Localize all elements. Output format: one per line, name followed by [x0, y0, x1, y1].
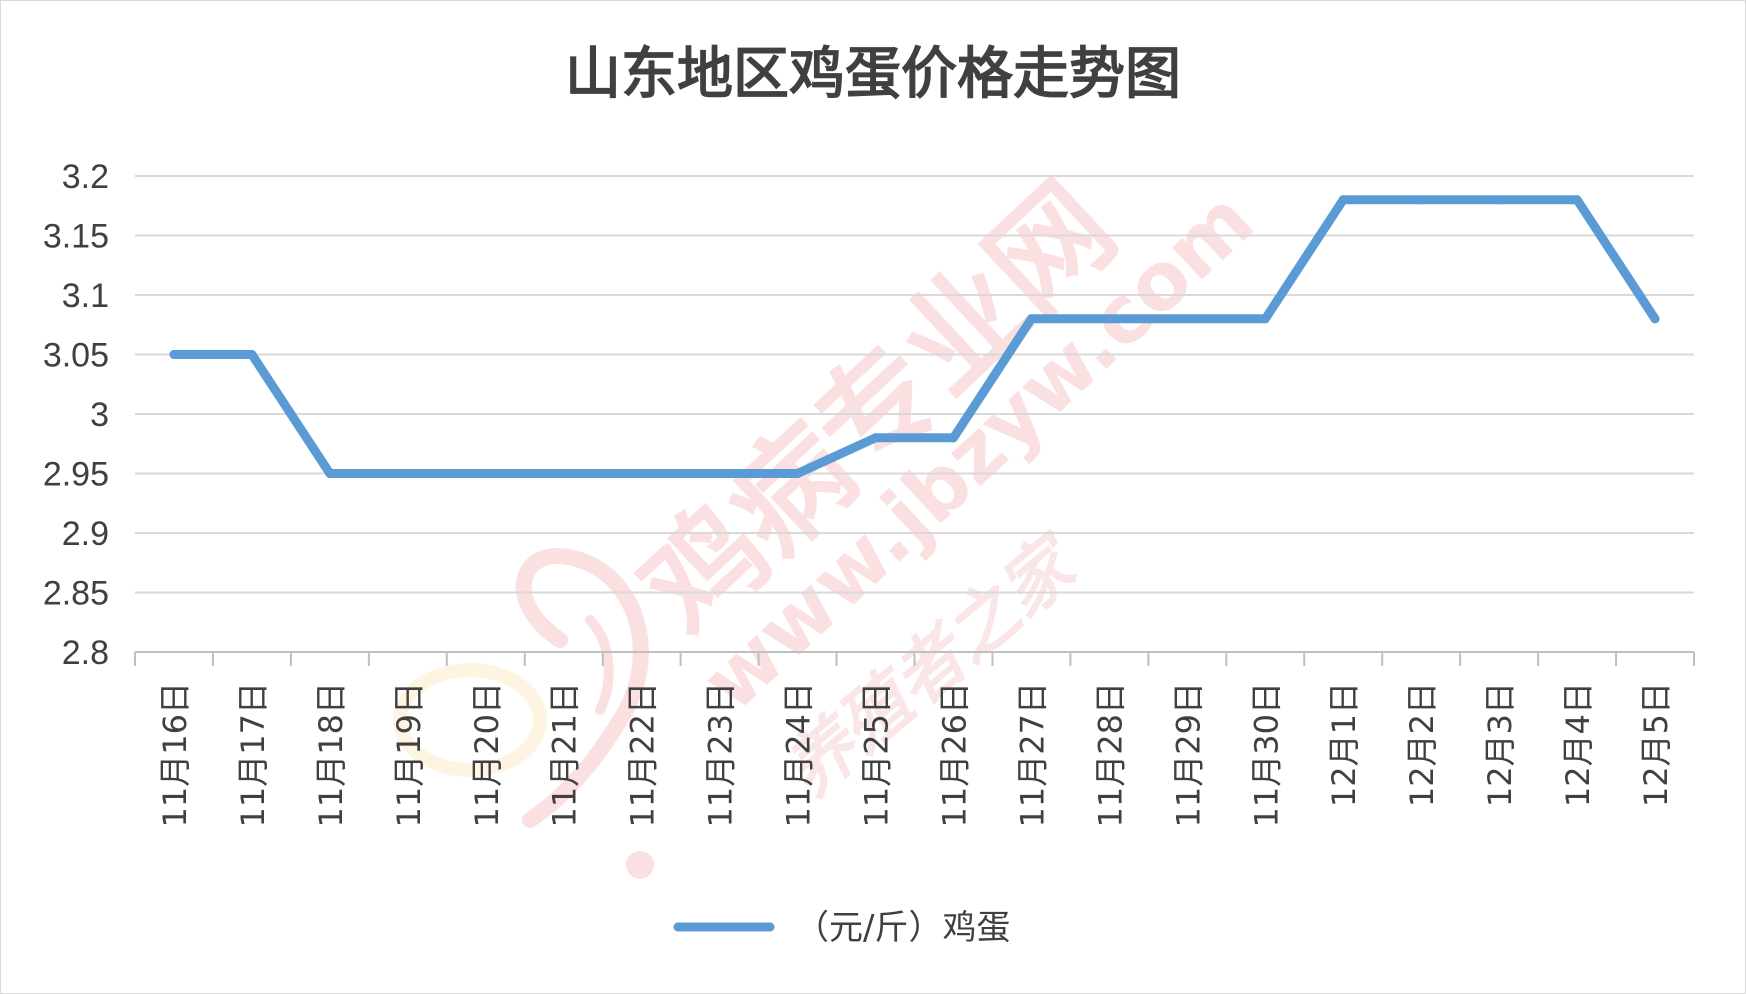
y-tick-label: 3: [90, 396, 109, 434]
data-point: [559, 469, 569, 478]
watermark: 鸡病专业网 www.jbzyw.com 养殖者之家: [393, 157, 1271, 879]
data-point: [1572, 195, 1582, 205]
y-tick-label: 3.2: [62, 158, 109, 196]
x-tick-label: 11月22日: [624, 682, 662, 827]
data-point: [1494, 195, 1504, 205]
x-tick-label: 12月2日: [1403, 682, 1441, 807]
legend: （元/斤）鸡蛋: [673, 908, 1010, 948]
data-point: [169, 350, 179, 359]
data-point: [1650, 314, 1660, 324]
data-point: [1260, 314, 1270, 324]
x-tick-label: 11月16日: [156, 682, 194, 827]
y-axis-ticks: 2.8 2.85 2.9 2.95 3 3.05 3.1 3.15 3.2: [43, 158, 109, 672]
gridlines: [135, 175, 1694, 594]
data-point: [948, 433, 958, 443]
x-tick-label: 11月24日: [780, 682, 818, 827]
y-tick-label: 2.8: [62, 634, 109, 672]
y-tick-label: 3.15: [43, 218, 109, 256]
data-point: [325, 469, 335, 478]
data-point: [637, 469, 647, 478]
x-tick-label: 11月26日: [935, 682, 973, 827]
x-tick-label: 12月4日: [1559, 682, 1597, 807]
y-tick-label: 2.9: [62, 515, 109, 553]
x-tick-label: 12月5日: [1637, 682, 1675, 807]
x-tick-label: 11月29日: [1169, 682, 1207, 827]
x-tick-label: 11月20日: [468, 682, 506, 827]
chart-title: 山东地区鸡蛋价格走势图: [565, 42, 1181, 107]
watermark-logo-icon: [393, 548, 654, 879]
x-tick-label: 11月23日: [702, 682, 740, 827]
x-tick-label: 11月25日: [858, 682, 896, 827]
data-point: [247, 350, 257, 359]
x-tick-label: 12月3日: [1481, 682, 1519, 807]
x-tick-label: 12月1日: [1325, 682, 1363, 807]
x-tick-label: 11月28日: [1091, 682, 1129, 827]
legend-label: （元/斤）鸡蛋: [795, 908, 1010, 948]
data-point: [1182, 314, 1192, 324]
data-point: [403, 469, 413, 478]
data-point: [1026, 314, 1036, 324]
y-tick-label: 2.95: [43, 456, 109, 494]
data-point: [793, 469, 803, 478]
x-tick-label: 11月18日: [312, 682, 350, 827]
series-line: [169, 195, 1660, 478]
y-tick-label: 2.85: [43, 575, 109, 613]
data-point: [715, 469, 725, 478]
data-point: [871, 433, 881, 443]
x-tick-label: 11月30日: [1247, 682, 1285, 827]
y-tick-label: 3.1: [62, 277, 109, 315]
x-tick-label: 11月21日: [546, 682, 584, 827]
data-point: [1338, 195, 1348, 205]
data-point: [1104, 314, 1114, 324]
data-point: [481, 469, 491, 478]
x-tick-label: 11月27日: [1013, 682, 1051, 827]
x-tick-label: 11月17日: [234, 682, 272, 827]
y-tick-label: 3.05: [43, 337, 109, 375]
series-layer: [169, 195, 1660, 478]
data-point: [1416, 195, 1426, 205]
x-tick-label: 11月19日: [390, 682, 428, 827]
x-axis: 11月16日 11月17日 11月18日 11月19日 11月20日 11月21日 11月2…: [134, 651, 1695, 827]
